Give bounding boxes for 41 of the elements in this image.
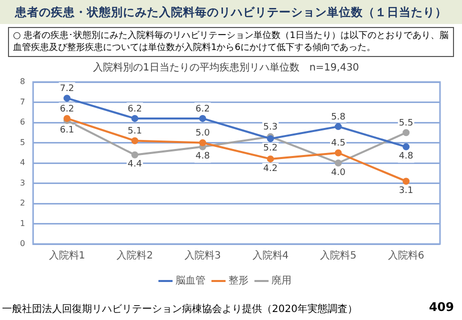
data-label: 5.0 bbox=[195, 128, 210, 139]
text: 409 bbox=[428, 300, 454, 314]
data-label: 5.3 bbox=[263, 122, 278, 133]
y-tick-label: 5 bbox=[20, 138, 26, 147]
data-label: 5.8 bbox=[331, 112, 346, 122]
data-label: 4.5 bbox=[331, 138, 346, 149]
text: ○ 患者の疾患･状態別にみた入院料毎のリハビリテーション単位数（1日当たり）は以下のとおりであり、脳血管疾患及び整形疾患については単位数が入院料1から6にかけて低下する傾向であった。 bbox=[8, 27, 454, 57]
y-tick-label: 4 bbox=[20, 158, 26, 168]
y-tick-label: 1 bbox=[20, 218, 26, 228]
y-tick-label: 6 bbox=[20, 118, 26, 127]
data-label: 5.5 bbox=[398, 118, 414, 128]
y-tick-label: 7 bbox=[20, 97, 26, 106]
x-tick-label: 入院料2 bbox=[116, 250, 154, 262]
text: 患者の疾患・状態別にみた入院料毎のリハビリテーション単位数（１日当たり） bbox=[0, 0, 462, 24]
data-label: 4.2 bbox=[263, 164, 278, 174]
x-tick-label: 入院料3 bbox=[184, 250, 221, 262]
data-label: 4.4 bbox=[128, 160, 142, 170]
data-label: 4.8 bbox=[398, 152, 414, 162]
y-tick-label: 0 bbox=[20, 239, 26, 248]
y-tick-label: 8 bbox=[20, 77, 26, 86]
x-tick-label: 入院料1 bbox=[48, 250, 86, 262]
data-label: 5.1 bbox=[128, 126, 142, 137]
legend-label: 脳血管 bbox=[176, 274, 206, 287]
chart-title: 入院料別の1日当たりの平均疾患別リハ単位数 n=19,430 bbox=[92, 62, 360, 74]
data-label: 6.2 bbox=[128, 104, 142, 114]
data-label: 6.2 bbox=[195, 104, 210, 114]
data-label: 5.2 bbox=[263, 144, 278, 154]
data-label: 6.2 bbox=[60, 104, 74, 114]
x-tick-label: 入院料6 bbox=[388, 250, 424, 262]
x-tick-label: 入院料5 bbox=[320, 250, 356, 262]
text: 一般社団法人回復期リハビリテーション病棟協会より提供（2020年実態調査） bbox=[2, 302, 358, 316]
data-label: 3.1 bbox=[398, 186, 414, 196]
data-label: 6.1 bbox=[60, 125, 74, 136]
data-label: 7.2 bbox=[60, 84, 74, 94]
legend-label: 整形 bbox=[228, 274, 248, 287]
data-label: 4.0 bbox=[331, 168, 346, 178]
y-tick-label: 2 bbox=[20, 198, 26, 208]
y-tick-label: 3 bbox=[20, 178, 26, 188]
x-tick-label: 入院料4 bbox=[252, 250, 289, 262]
data-label: 4.8 bbox=[195, 152, 210, 162]
legend-label: 廃用 bbox=[272, 274, 292, 287]
